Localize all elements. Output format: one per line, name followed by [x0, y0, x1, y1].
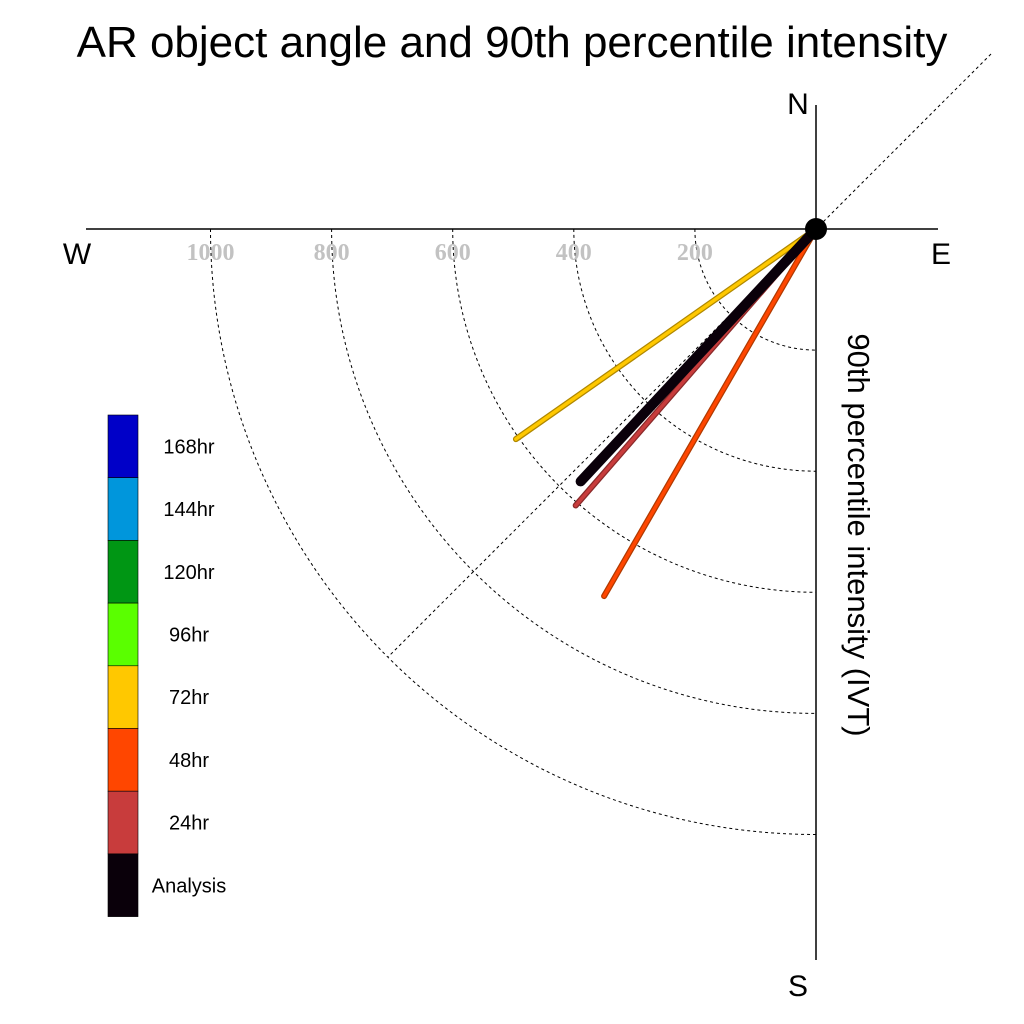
legend-swatch: [107, 477, 139, 541]
radial-tick-label: 200: [677, 240, 713, 266]
legend-label: Analysis: [152, 875, 226, 897]
legend-label: 144hr: [163, 499, 214, 521]
legend-swatch: [107, 853, 139, 917]
radial-tick-labels: 200 400 600 800 1000: [187, 240, 713, 266]
series-line-analysis: [575, 224, 821, 487]
grid-arc: [573, 228, 817, 472]
legend-swatch: [107, 665, 139, 729]
radial-tick-label: 400: [556, 240, 592, 266]
legend-label: 120hr: [163, 562, 214, 584]
grid-arc: [331, 228, 817, 714]
compass-east: E: [931, 238, 951, 271]
series-line-72hr: [514, 227, 818, 441]
legend-label: 24hr: [169, 813, 209, 835]
diagonal-reference-line: [387, 53, 992, 658]
radial-tick-label: 1000: [187, 240, 235, 266]
compass-north: N: [787, 88, 809, 121]
legend-swatch: [107, 790, 139, 855]
legend-swatch: [107, 602, 139, 667]
grid-arc: [694, 228, 817, 351]
chart-title: AR object angle and 90th percentile inte…: [77, 18, 948, 67]
grid-arc: [452, 228, 817, 593]
legend-label: 72hr: [169, 687, 209, 709]
legend-label: 96hr: [169, 624, 209, 646]
y-axis-label: 90th percentile intensity (IVT): [841, 333, 876, 736]
color-legend: 168hr 144hr 120hr 96hr 72hr 48hr 24hr Analysis: [107, 414, 226, 917]
legend-swatch: [107, 728, 139, 792]
legend-label: 168hr: [163, 436, 214, 458]
radial-tick-label: 800: [314, 240, 350, 266]
legend-swatch: [107, 414, 139, 479]
series-lines: [512, 224, 821, 600]
compass-west: W: [63, 238, 92, 271]
compass-south: S: [788, 970, 808, 1003]
series-line-48hr: [602, 227, 818, 598]
legend-swatch: [107, 540, 139, 604]
legend-label: 48hr: [169, 750, 209, 772]
radial-tick-label: 600: [435, 240, 471, 266]
origin-marker: [805, 218, 827, 240]
